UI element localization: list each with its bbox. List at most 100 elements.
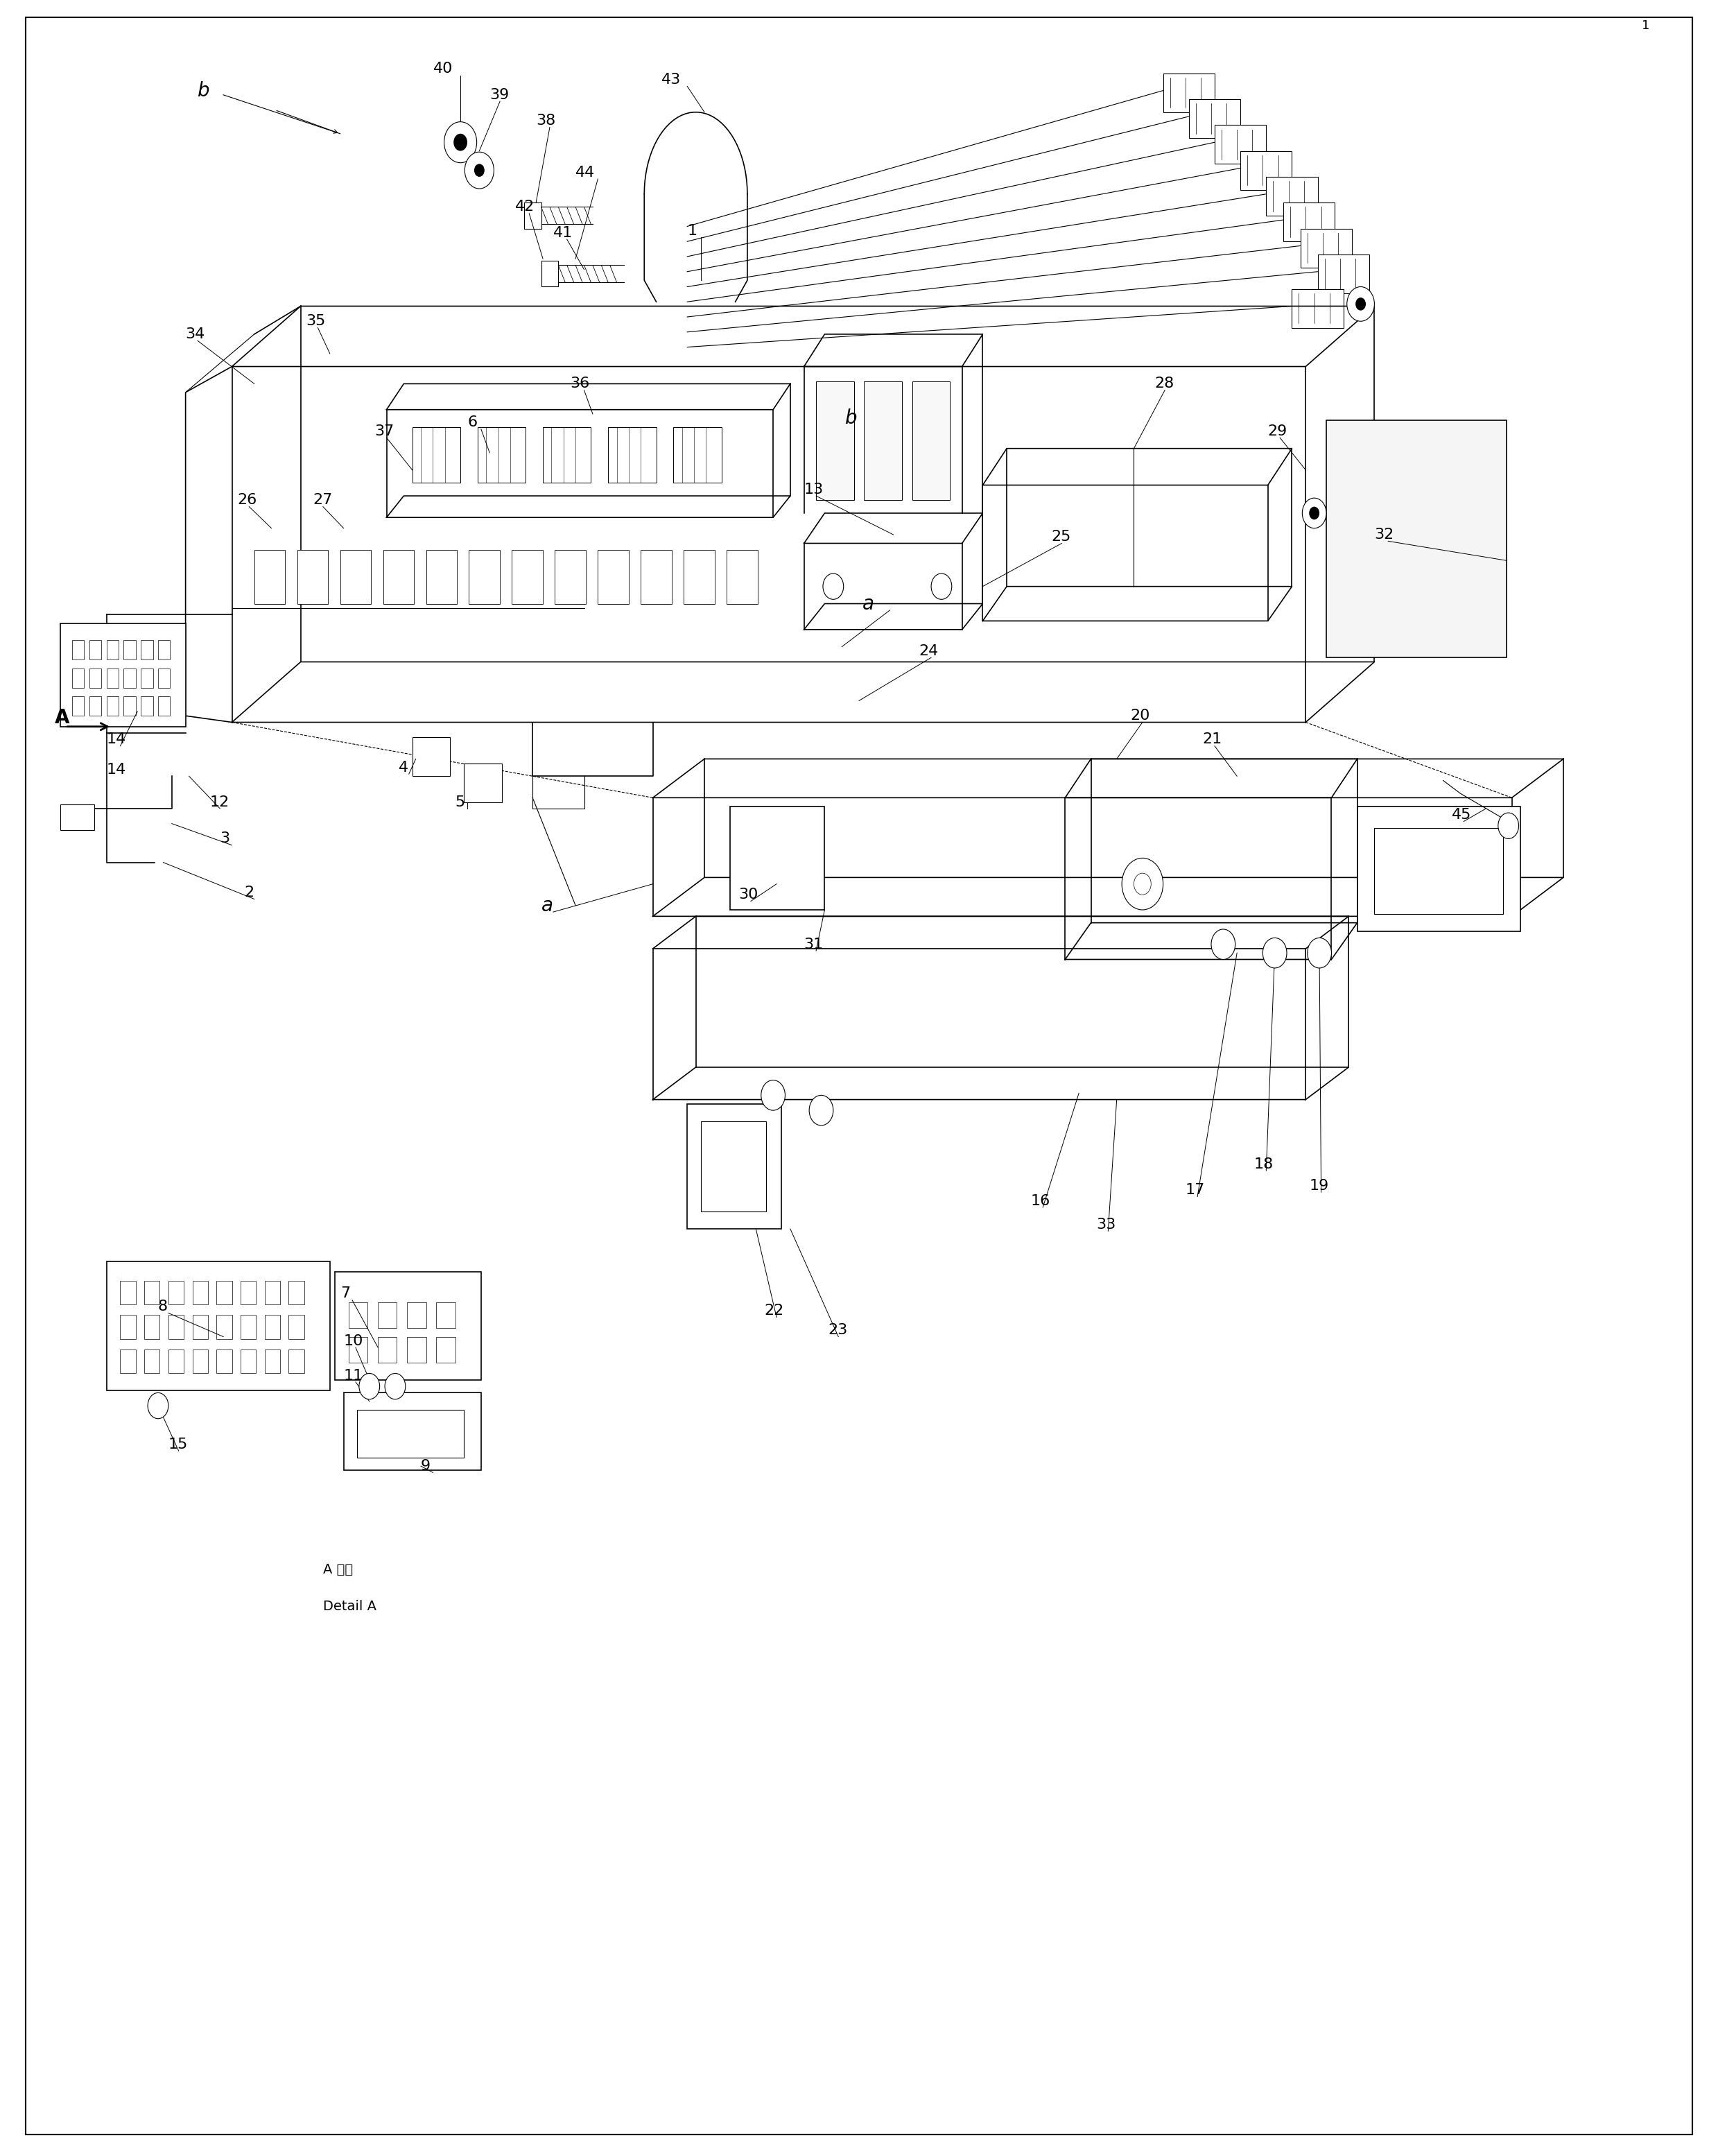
Text: 18: 18 bbox=[1254, 1158, 1273, 1171]
Bar bbox=[1283, 203, 1335, 241]
Bar bbox=[701, 1121, 766, 1212]
Bar bbox=[60, 804, 94, 830]
Bar bbox=[216, 1350, 232, 1373]
Text: 6: 6 bbox=[467, 416, 478, 429]
Text: 45: 45 bbox=[1452, 808, 1471, 821]
Circle shape bbox=[1122, 858, 1163, 910]
Bar bbox=[72, 668, 84, 688]
Circle shape bbox=[1347, 287, 1374, 321]
Bar bbox=[144, 1350, 160, 1373]
Text: 2: 2 bbox=[244, 886, 254, 899]
Bar bbox=[673, 427, 722, 483]
Text: 41: 41 bbox=[553, 226, 572, 239]
Bar bbox=[412, 427, 460, 483]
Circle shape bbox=[359, 1373, 380, 1399]
Circle shape bbox=[1498, 813, 1519, 839]
Circle shape bbox=[823, 573, 844, 599]
Text: 5: 5 bbox=[455, 796, 466, 808]
Bar bbox=[641, 550, 672, 604]
Bar bbox=[335, 1272, 481, 1380]
Bar bbox=[192, 1315, 208, 1339]
Bar bbox=[216, 1315, 232, 1339]
Text: 27: 27 bbox=[313, 494, 332, 507]
Bar bbox=[543, 427, 591, 483]
Bar bbox=[816, 382, 854, 500]
Circle shape bbox=[761, 1080, 785, 1110]
Bar bbox=[72, 640, 84, 660]
Text: 28: 28 bbox=[1154, 377, 1173, 390]
Circle shape bbox=[809, 1095, 833, 1125]
Text: 40: 40 bbox=[433, 63, 452, 75]
Text: 17: 17 bbox=[1185, 1184, 1204, 1197]
Bar bbox=[107, 1261, 330, 1391]
Text: 43: 43 bbox=[661, 73, 680, 86]
Bar bbox=[1318, 254, 1369, 293]
Text: 37: 37 bbox=[375, 425, 393, 438]
Text: 34: 34 bbox=[186, 328, 204, 341]
Bar bbox=[241, 1281, 256, 1304]
Text: 3: 3 bbox=[220, 832, 230, 845]
Bar bbox=[141, 668, 153, 688]
Text: 42: 42 bbox=[515, 201, 534, 213]
Bar bbox=[241, 1350, 256, 1373]
Bar bbox=[478, 427, 526, 483]
Text: 26: 26 bbox=[237, 494, 256, 507]
Bar bbox=[192, 1281, 208, 1304]
Text: 25: 25 bbox=[1051, 530, 1070, 543]
Bar bbox=[1326, 420, 1507, 658]
Bar bbox=[407, 1337, 426, 1363]
Text: 4: 4 bbox=[399, 761, 409, 774]
Text: 8: 8 bbox=[158, 1300, 168, 1313]
Bar bbox=[120, 1350, 136, 1373]
Text: 31: 31 bbox=[804, 938, 823, 951]
Bar bbox=[1189, 99, 1240, 138]
Bar bbox=[141, 696, 153, 716]
Bar bbox=[349, 1302, 368, 1328]
Bar bbox=[436, 1302, 455, 1328]
Bar bbox=[144, 1315, 160, 1339]
Bar bbox=[72, 696, 84, 716]
Bar bbox=[512, 550, 543, 604]
Bar bbox=[340, 550, 371, 604]
Bar bbox=[144, 1281, 160, 1304]
Bar bbox=[60, 623, 186, 727]
Circle shape bbox=[474, 164, 484, 177]
Bar bbox=[1374, 828, 1503, 914]
Text: 24: 24 bbox=[919, 645, 938, 658]
Text: Detail A: Detail A bbox=[323, 1600, 376, 1613]
Bar bbox=[89, 696, 101, 716]
Text: 12: 12 bbox=[210, 796, 228, 808]
Bar bbox=[436, 1337, 455, 1363]
Text: a: a bbox=[541, 895, 553, 916]
Bar bbox=[289, 1350, 304, 1373]
Circle shape bbox=[1309, 507, 1319, 520]
Bar bbox=[158, 668, 170, 688]
Bar bbox=[124, 668, 136, 688]
Text: 29: 29 bbox=[1268, 425, 1287, 438]
Circle shape bbox=[464, 151, 495, 190]
Bar bbox=[265, 1350, 280, 1373]
Text: 7: 7 bbox=[340, 1287, 350, 1300]
Bar bbox=[289, 1281, 304, 1304]
Bar bbox=[608, 427, 656, 483]
Text: A 詳細: A 詳細 bbox=[323, 1563, 352, 1576]
Bar bbox=[412, 737, 450, 776]
Bar bbox=[158, 696, 170, 716]
Bar bbox=[555, 550, 586, 604]
Bar bbox=[216, 1281, 232, 1304]
Bar bbox=[407, 1302, 426, 1328]
Text: 33: 33 bbox=[1096, 1218, 1115, 1231]
Bar bbox=[1163, 73, 1215, 112]
Text: b: b bbox=[198, 80, 210, 101]
Text: 21: 21 bbox=[1203, 733, 1221, 746]
Bar bbox=[1301, 229, 1352, 267]
Text: 20: 20 bbox=[1130, 709, 1149, 722]
Bar bbox=[727, 550, 758, 604]
Text: a: a bbox=[862, 593, 874, 614]
Bar bbox=[1240, 151, 1292, 190]
Circle shape bbox=[385, 1373, 405, 1399]
Text: 16: 16 bbox=[1031, 1194, 1050, 1207]
Bar bbox=[141, 640, 153, 660]
Circle shape bbox=[1211, 929, 1235, 959]
Bar bbox=[1215, 125, 1266, 164]
